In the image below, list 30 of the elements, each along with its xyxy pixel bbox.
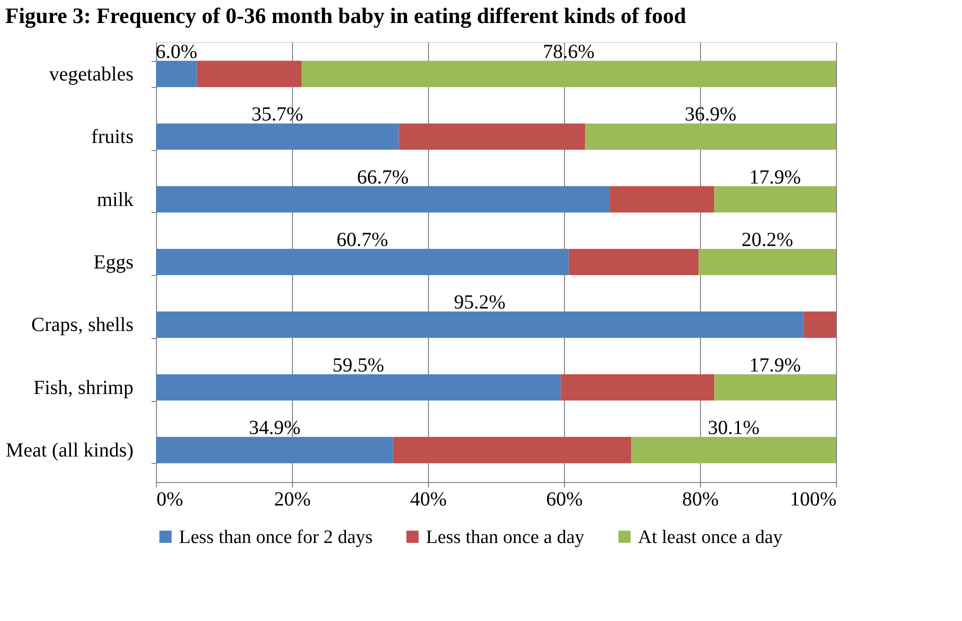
y-tick-label: vegetables [49, 63, 134, 86]
y-tick-label: Meat (all kinds) [6, 440, 134, 462]
y-tick-label: fruits [91, 126, 134, 148]
legend-label: Less than once a day [426, 526, 585, 548]
data-label: 17.9% [749, 166, 801, 188]
x-tick-label: 40% [410, 488, 447, 510]
data-label: 30.1% [708, 417, 760, 440]
data-label: 35.7% [252, 104, 304, 126]
y-tick-label: Eggs [94, 252, 134, 274]
data-label: 20.2% [741, 229, 794, 251]
data-label: 78.6% [542, 40, 595, 63]
data-label: 17.9% [749, 354, 801, 376]
x-tick-label: 60% [546, 488, 583, 510]
y-tick-label: milk [96, 188, 134, 211]
chart-title: Figure 3: Frequency of 0-36 month baby in eating different kinds of food [5, 3, 686, 28]
data-label: 59.5% [332, 354, 384, 376]
x-tick-label: 100% [790, 488, 836, 510]
data-label: 95.2% [454, 292, 506, 314]
data-label: 60.7% [336, 229, 388, 251]
y-tick-label: Fish, shrimp [33, 376, 134, 399]
x-tick-label: 80% [682, 488, 719, 510]
data-label: 6.0% [156, 40, 198, 63]
x-tick-label: 0% [156, 488, 184, 510]
y-tick-label: Craps, shells [31, 314, 134, 336]
legend-label: Less than once for 2 days [179, 526, 373, 548]
data-label: 66.7% [356, 166, 409, 188]
data-label: 34.9% [248, 417, 300, 440]
x-tick-label: 20% [274, 488, 311, 510]
legend-label: At least once a day [638, 526, 784, 548]
data-label: 36.9% [684, 104, 736, 126]
